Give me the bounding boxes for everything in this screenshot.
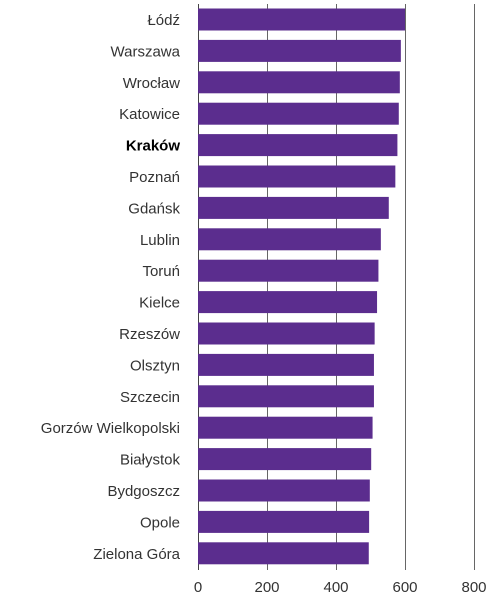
x-tick-label: 600 <box>392 579 417 596</box>
bar <box>198 322 375 345</box>
bar <box>198 39 401 62</box>
bar <box>198 385 374 408</box>
x-tick-label: 0 <box>194 579 202 596</box>
bar <box>198 228 381 251</box>
x-tick-labels: 0 200 400 600 800 <box>194 579 487 596</box>
category-label: Rzeszów <box>119 326 180 343</box>
x-tick-label: 200 <box>254 579 279 596</box>
x-tick-label: 400 <box>323 579 348 596</box>
category-label: Kraków <box>126 138 181 155</box>
category-label: Gdańsk <box>128 200 180 217</box>
bars <box>198 8 405 565</box>
gridlines <box>198 4 475 570</box>
bar <box>198 353 374 376</box>
x-tick-label: 800 <box>461 579 486 596</box>
category-label: Kielce <box>139 295 180 312</box>
category-label: Poznań <box>129 169 180 186</box>
category-label: Szczecin <box>120 389 180 406</box>
category-label: Białystok <box>120 452 181 469</box>
bar <box>198 542 369 565</box>
bar <box>198 448 372 471</box>
category-label: Katowice <box>119 106 180 123</box>
category-label: Łódź <box>147 12 180 29</box>
category-label: Bydgoszcz <box>107 483 180 500</box>
category-label: Opole <box>140 514 180 531</box>
bar <box>198 291 378 314</box>
bar <box>198 259 379 282</box>
category-label: Gorzów Wielkopolski <box>41 420 180 437</box>
bar <box>198 196 389 219</box>
bar <box>198 8 405 31</box>
category-label: Warszawa <box>111 43 181 60</box>
bar <box>198 479 370 502</box>
bar <box>198 416 373 439</box>
category-labels: Łódź Warszawa Wrocław Katowice Kraków Poznań G… <box>41 12 181 563</box>
category-label: Lublin <box>140 232 180 249</box>
bar <box>198 165 396 188</box>
category-label: Zielona Góra <box>93 546 180 563</box>
bar <box>198 134 398 157</box>
bar <box>198 71 400 94</box>
category-label: Olsztyn <box>130 357 180 374</box>
category-label: Toruń <box>142 263 180 280</box>
bar <box>198 102 399 125</box>
bar <box>198 510 370 533</box>
category-label: Wrocław <box>123 75 180 92</box>
